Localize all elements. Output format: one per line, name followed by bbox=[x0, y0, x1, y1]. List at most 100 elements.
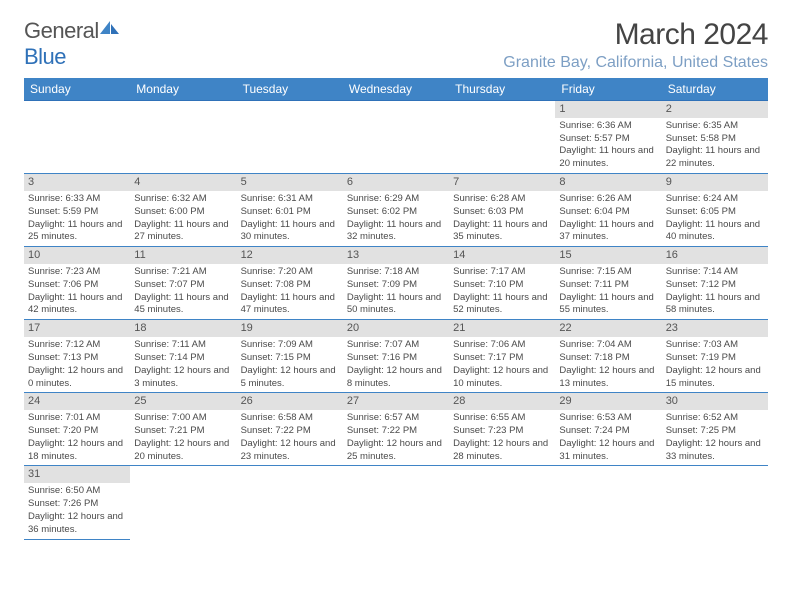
sunrise-text: Sunrise: 7:09 AM bbox=[241, 339, 339, 352]
sunset-text: Sunset: 7:07 PM bbox=[134, 279, 232, 292]
sunrise-text: Sunrise: 7:01 AM bbox=[28, 412, 126, 425]
daylight-text: Daylight: 12 hours and 15 minutes. bbox=[666, 365, 764, 391]
calendar-day-cell: 11Sunrise: 7:21 AMSunset: 7:07 PMDayligh… bbox=[130, 247, 236, 320]
sunrise-text: Sunrise: 7:04 AM bbox=[559, 339, 657, 352]
day-number: 3 bbox=[24, 174, 130, 191]
sunset-text: Sunset: 5:59 PM bbox=[28, 206, 126, 219]
sunset-text: Sunset: 7:23 PM bbox=[453, 425, 551, 438]
day-number: 23 bbox=[662, 320, 768, 337]
calendar-day-cell: 6Sunrise: 6:29 AMSunset: 6:02 PMDaylight… bbox=[343, 174, 449, 247]
daylight-text: Daylight: 12 hours and 3 minutes. bbox=[134, 365, 232, 391]
logo-text-general: General bbox=[24, 18, 99, 43]
sunset-text: Sunset: 7:10 PM bbox=[453, 279, 551, 292]
sunset-text: Sunset: 6:03 PM bbox=[453, 206, 551, 219]
sunrise-text: Sunrise: 7:15 AM bbox=[559, 266, 657, 279]
calendar-day-cell: 9Sunrise: 6:24 AMSunset: 6:05 PMDaylight… bbox=[662, 174, 768, 247]
sunrise-text: Sunrise: 6:52 AM bbox=[666, 412, 764, 425]
calendar-day-cell: 20Sunrise: 7:07 AMSunset: 7:16 PMDayligh… bbox=[343, 320, 449, 393]
calendar-day-cell: 13Sunrise: 7:18 AMSunset: 7:09 PMDayligh… bbox=[343, 247, 449, 320]
sunset-text: Sunset: 7:20 PM bbox=[28, 425, 126, 438]
sunrise-text: Sunrise: 6:53 AM bbox=[559, 412, 657, 425]
sunrise-text: Sunrise: 7:23 AM bbox=[28, 266, 126, 279]
calendar-day-cell bbox=[24, 101, 130, 174]
calendar-day-cell: 18Sunrise: 7:11 AMSunset: 7:14 PMDayligh… bbox=[130, 320, 236, 393]
daylight-text: Daylight: 11 hours and 45 minutes. bbox=[134, 292, 232, 318]
sunrise-text: Sunrise: 7:11 AM bbox=[134, 339, 232, 352]
day-number: 21 bbox=[449, 320, 555, 337]
calendar-day-cell: 27Sunrise: 6:57 AMSunset: 7:22 PMDayligh… bbox=[343, 393, 449, 466]
page-header: GeneralBlue March 2024 Granite Bay, Cali… bbox=[24, 18, 768, 72]
calendar-day-cell: 10Sunrise: 7:23 AMSunset: 7:06 PMDayligh… bbox=[24, 247, 130, 320]
sunrise-text: Sunrise: 6:57 AM bbox=[347, 412, 445, 425]
day-header-row: Sunday Monday Tuesday Wednesday Thursday… bbox=[24, 78, 768, 101]
sunset-text: Sunset: 7:25 PM bbox=[666, 425, 764, 438]
sunrise-text: Sunrise: 6:55 AM bbox=[453, 412, 551, 425]
logo-text-blue: Blue bbox=[24, 44, 66, 69]
day-number: 25 bbox=[130, 393, 236, 410]
daylight-text: Daylight: 12 hours and 28 minutes. bbox=[453, 438, 551, 464]
day-number: 9 bbox=[662, 174, 768, 191]
calendar-day-cell: 22Sunrise: 7:04 AMSunset: 7:18 PMDayligh… bbox=[555, 320, 661, 393]
calendar-week-row: 31Sunrise: 6:50 AMSunset: 7:26 PMDayligh… bbox=[24, 466, 768, 539]
calendar-day-cell: 3Sunrise: 6:33 AMSunset: 5:59 PMDaylight… bbox=[24, 174, 130, 247]
daylight-text: Daylight: 12 hours and 0 minutes. bbox=[28, 365, 126, 391]
calendar-day-cell: 5Sunrise: 6:31 AMSunset: 6:01 PMDaylight… bbox=[237, 174, 343, 247]
sunset-text: Sunset: 6:04 PM bbox=[559, 206, 657, 219]
calendar-day-cell: 19Sunrise: 7:09 AMSunset: 7:15 PMDayligh… bbox=[237, 320, 343, 393]
day-number: 14 bbox=[449, 247, 555, 264]
day-number: 30 bbox=[662, 393, 768, 410]
day-number: 24 bbox=[24, 393, 130, 410]
daylight-text: Daylight: 11 hours and 37 minutes. bbox=[559, 219, 657, 245]
day-number: 13 bbox=[343, 247, 449, 264]
calendar-day-cell bbox=[130, 466, 236, 539]
sunset-text: Sunset: 7:13 PM bbox=[28, 352, 126, 365]
calendar-week-row: 1Sunrise: 6:36 AMSunset: 5:57 PMDaylight… bbox=[24, 101, 768, 174]
daylight-text: Daylight: 11 hours and 27 minutes. bbox=[134, 219, 232, 245]
calendar-day-cell bbox=[343, 101, 449, 174]
day-header: Sunday bbox=[24, 78, 130, 101]
day-number: 10 bbox=[24, 247, 130, 264]
sail-icon bbox=[99, 20, 121, 38]
day-number: 8 bbox=[555, 174, 661, 191]
calendar-week-row: 17Sunrise: 7:12 AMSunset: 7:13 PMDayligh… bbox=[24, 320, 768, 393]
calendar-week-row: 10Sunrise: 7:23 AMSunset: 7:06 PMDayligh… bbox=[24, 247, 768, 320]
daylight-text: Daylight: 11 hours and 40 minutes. bbox=[666, 219, 764, 245]
calendar-day-cell bbox=[343, 466, 449, 539]
day-number: 18 bbox=[130, 320, 236, 337]
sunset-text: Sunset: 6:01 PM bbox=[241, 206, 339, 219]
calendar-day-cell: 14Sunrise: 7:17 AMSunset: 7:10 PMDayligh… bbox=[449, 247, 555, 320]
day-number: 28 bbox=[449, 393, 555, 410]
daylight-text: Daylight: 11 hours and 35 minutes. bbox=[453, 219, 551, 245]
calendar-day-cell: 1Sunrise: 6:36 AMSunset: 5:57 PMDaylight… bbox=[555, 101, 661, 174]
sunrise-text: Sunrise: 7:20 AM bbox=[241, 266, 339, 279]
day-number: 26 bbox=[237, 393, 343, 410]
sunset-text: Sunset: 7:16 PM bbox=[347, 352, 445, 365]
calendar-week-row: 24Sunrise: 7:01 AMSunset: 7:20 PMDayligh… bbox=[24, 393, 768, 466]
day-number: 7 bbox=[449, 174, 555, 191]
day-number: 2 bbox=[662, 101, 768, 118]
sunrise-text: Sunrise: 6:28 AM bbox=[453, 193, 551, 206]
sunrise-text: Sunrise: 7:06 AM bbox=[453, 339, 551, 352]
month-title: March 2024 bbox=[503, 18, 768, 52]
calendar-day-cell: 30Sunrise: 6:52 AMSunset: 7:25 PMDayligh… bbox=[662, 393, 768, 466]
calendar-week-row: 3Sunrise: 6:33 AMSunset: 5:59 PMDaylight… bbox=[24, 174, 768, 247]
day-number: 17 bbox=[24, 320, 130, 337]
calendar-day-cell: 2Sunrise: 6:35 AMSunset: 5:58 PMDaylight… bbox=[662, 101, 768, 174]
daylight-text: Daylight: 11 hours and 30 minutes. bbox=[241, 219, 339, 245]
calendar-day-cell: 12Sunrise: 7:20 AMSunset: 7:08 PMDayligh… bbox=[237, 247, 343, 320]
day-header: Wednesday bbox=[343, 78, 449, 101]
daylight-text: Daylight: 12 hours and 10 minutes. bbox=[453, 365, 551, 391]
sunset-text: Sunset: 7:12 PM bbox=[666, 279, 764, 292]
calendar-day-cell: 4Sunrise: 6:32 AMSunset: 6:00 PMDaylight… bbox=[130, 174, 236, 247]
calendar-day-cell bbox=[662, 466, 768, 539]
calendar-day-cell: 7 Sunrise: 6:28 AMSunset: 6:03 PMDaylight… bbox=[449, 174, 555, 247]
daylight-text: Daylight: 12 hours and 18 minutes. bbox=[28, 438, 126, 464]
sunset-text: Sunset: 7:17 PM bbox=[453, 352, 551, 365]
sunrise-text: Sunrise: 6:31 AM bbox=[241, 193, 339, 206]
calendar-day-cell: 17Sunrise: 7:12 AMSunset: 7:13 PMDayligh… bbox=[24, 320, 130, 393]
day-number: 27 bbox=[343, 393, 449, 410]
sunrise-text: Sunrise: 6:29 AM bbox=[347, 193, 445, 206]
calendar-day-cell: 29Sunrise: 6:53 AMSunset: 7:24 PMDayligh… bbox=[555, 393, 661, 466]
calendar-day-cell: 8Sunrise: 6:26 AMSunset: 6:04 PMDaylight… bbox=[555, 174, 661, 247]
sunrise-text: Sunrise: 6:36 AM bbox=[559, 120, 657, 133]
